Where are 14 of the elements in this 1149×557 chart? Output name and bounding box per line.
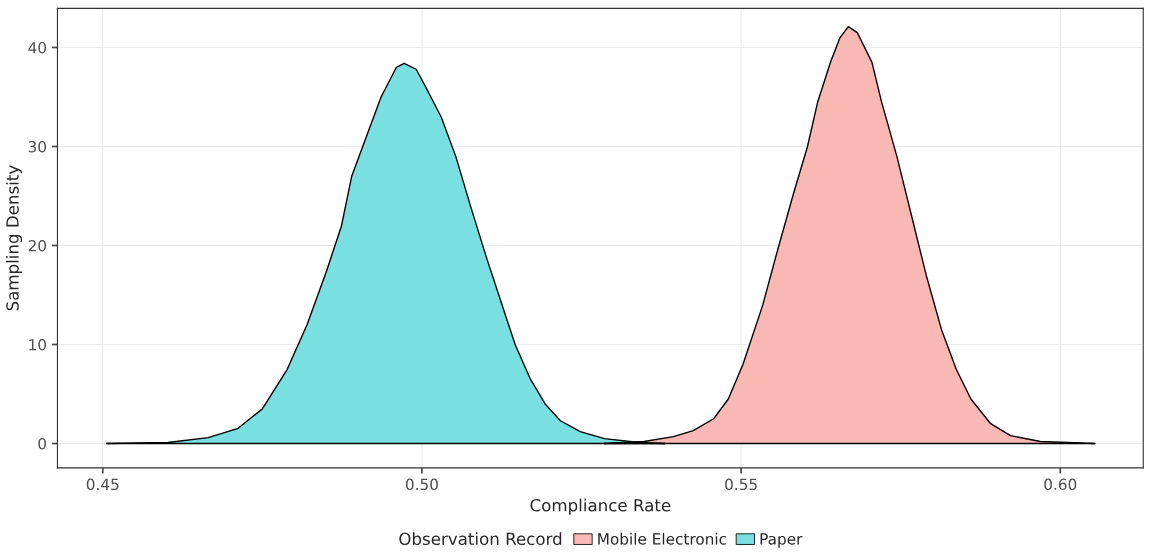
y-axis-title: Sampling Density bbox=[5, 165, 23, 311]
x-tick-label: 0.50 bbox=[405, 478, 438, 491]
x-tick-label: 0.55 bbox=[725, 478, 757, 491]
legend-label: Paper bbox=[760, 533, 803, 548]
x-tick-label: 0.60 bbox=[1044, 478, 1077, 491]
y-tick-label: 20 bbox=[28, 239, 47, 252]
legend-title: Observation Record bbox=[399, 532, 562, 546]
legend-label: Mobile Electronic bbox=[598, 532, 727, 545]
y-tick-label: 0 bbox=[38, 437, 47, 450]
y-tick-label: 30 bbox=[28, 140, 47, 153]
y-tick-label: 10 bbox=[29, 338, 47, 351]
x-axis-title: Compliance Rate bbox=[530, 498, 671, 515]
y-tick-label: 40 bbox=[28, 41, 47, 54]
x-tick-label: 0.45 bbox=[86, 478, 119, 491]
